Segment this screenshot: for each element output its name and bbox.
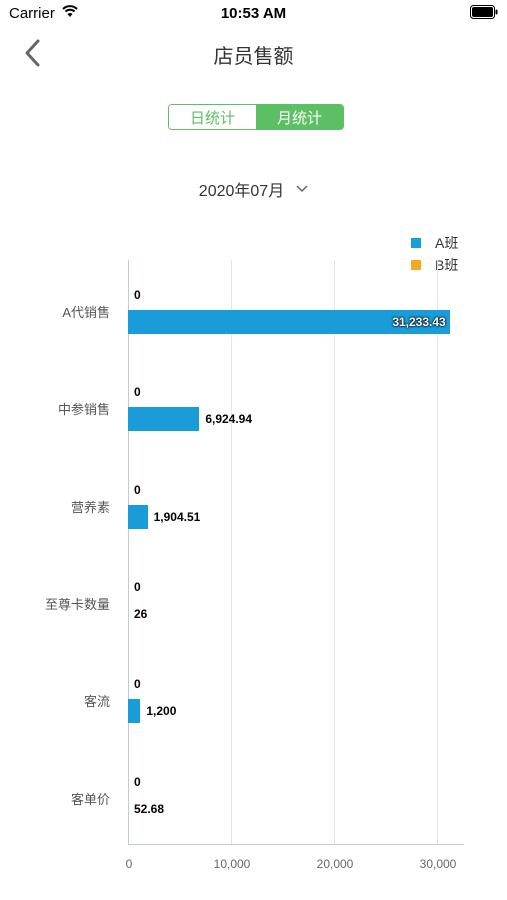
category-label: 至尊卡数量 [44, 596, 110, 612]
battery-icon [470, 5, 498, 19]
chevron-down-icon [296, 185, 308, 193]
tab-daily-stats[interactable]: 日统计 [169, 105, 256, 129]
data-label-b: 0 [134, 579, 141, 594]
x-axis-line [128, 844, 464, 845]
bar-a [128, 504, 148, 529]
legend-item-b: B班 [411, 254, 458, 276]
grid-line [334, 260, 335, 844]
y-axis-line [128, 260, 129, 844]
tab-monthly-stats[interactable]: 月统计 [256, 105, 343, 129]
data-label-b: 0 [134, 774, 141, 789]
navigation-bar: 店员售额 [0, 26, 507, 80]
data-label-b: 0 [134, 288, 141, 302]
data-label-b: 0 [134, 677, 141, 692]
data-label-b: 0 [134, 385, 141, 400]
data-label-a: 6,924.94 [205, 412, 253, 427]
legend-label-a: A班 [435, 235, 459, 251]
legend-item-a: A班 [411, 232, 458, 254]
data-label-a: 1,904.51 [153, 509, 201, 524]
category-label: 客单价 [70, 791, 110, 807]
grid-line [437, 260, 438, 844]
status-bar: Carrier 10:53 AM [0, 0, 507, 26]
selected-month: 2020年07月 [198, 183, 285, 200]
bar-a [128, 407, 200, 432]
category-label: 中参销售 [57, 402, 110, 418]
clock: 10:53 AM [220, 5, 287, 22]
data-label-b: 0 [134, 482, 141, 497]
x-axis-tick-label: 0 [125, 857, 133, 871]
data-label-a: 1,200 [146, 704, 177, 719]
data-label-a: 52.68 [134, 801, 165, 816]
category-label: 营养素 [70, 499, 110, 515]
stat-period-toggle: 日统计 月统计 [168, 104, 344, 130]
bar-a [128, 310, 450, 334]
category-label: 客流 [83, 694, 110, 710]
x-axis-tick-label: 30,000 [419, 857, 457, 871]
wifi-icon [62, 5, 78, 17]
x-axis-tick-label: 20,000 [316, 857, 354, 871]
legend-label-b: B班 [435, 257, 459, 273]
bar-a [128, 699, 141, 724]
category-label: A代销售 [62, 305, 110, 320]
legend-swatch-b [411, 260, 421, 270]
data-label-a: 31,233.43 [392, 315, 446, 329]
month-picker[interactable]: 2020年07月 [0, 178, 507, 200]
grid-line [231, 260, 232, 844]
x-axis-tick-label: 10,000 [213, 857, 251, 871]
page-title: 店员售额 [213, 46, 294, 68]
legend-swatch-a [411, 238, 421, 248]
data-label-a: 26 [134, 606, 148, 621]
back-arrow-icon[interactable] [22, 38, 44, 68]
chart-legend: A班 B班 [411, 232, 458, 276]
carrier-label: Carrier [9, 5, 55, 22]
